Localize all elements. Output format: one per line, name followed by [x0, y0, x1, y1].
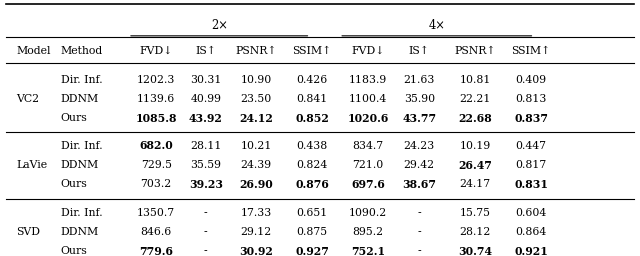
Text: 28.12: 28.12: [460, 227, 491, 237]
Text: SSIM↑: SSIM↑: [292, 46, 332, 56]
Text: 0.875: 0.875: [296, 227, 328, 237]
Text: 0.876: 0.876: [295, 179, 329, 190]
Text: 24.12: 24.12: [239, 113, 273, 124]
Text: Ours: Ours: [61, 179, 88, 189]
Text: 697.6: 697.6: [351, 179, 385, 190]
Text: 0.604: 0.604: [516, 208, 547, 218]
Text: 15.75: 15.75: [460, 208, 491, 218]
Text: 4×: 4×: [428, 19, 445, 32]
Text: Ours: Ours: [61, 113, 88, 123]
Text: 0.852: 0.852: [295, 113, 329, 124]
Text: 17.33: 17.33: [241, 208, 271, 218]
Text: VC2: VC2: [16, 94, 39, 104]
Text: 30.74: 30.74: [458, 246, 492, 256]
Text: 0.824: 0.824: [296, 160, 328, 170]
Text: 1183.9: 1183.9: [349, 75, 387, 85]
Text: 682.0: 682.0: [140, 141, 173, 151]
Text: Method: Method: [61, 46, 103, 56]
Text: FVD↓: FVD↓: [351, 46, 385, 56]
Text: SSIM↑: SSIM↑: [511, 46, 551, 56]
Text: IS↑: IS↑: [409, 46, 429, 56]
Text: 29.12: 29.12: [241, 227, 271, 237]
Text: -: -: [417, 227, 421, 237]
Text: 0.864: 0.864: [516, 227, 547, 237]
Text: 1020.6: 1020.6: [348, 113, 388, 124]
Text: 30.92: 30.92: [239, 246, 273, 256]
Text: 21.63: 21.63: [403, 75, 435, 85]
Text: 43.77: 43.77: [402, 113, 436, 124]
Text: 1202.3: 1202.3: [137, 75, 175, 85]
Text: 1085.8: 1085.8: [136, 113, 177, 124]
Text: 26.90: 26.90: [239, 179, 273, 190]
Text: 0.409: 0.409: [516, 75, 547, 85]
Text: 2×: 2×: [211, 19, 228, 32]
Text: 0.927: 0.927: [295, 246, 329, 256]
Text: -: -: [417, 208, 421, 218]
Text: 22.21: 22.21: [460, 94, 491, 104]
Text: FVD↓: FVD↓: [140, 46, 173, 56]
Text: 0.651: 0.651: [296, 208, 328, 218]
Text: 0.817: 0.817: [516, 160, 547, 170]
Text: 26.47: 26.47: [458, 160, 492, 170]
Text: 35.59: 35.59: [190, 160, 221, 170]
Text: 0.831: 0.831: [514, 179, 548, 190]
Text: 43.92: 43.92: [189, 113, 223, 124]
Text: PSNR↑: PSNR↑: [236, 46, 276, 56]
Text: 0.921: 0.921: [515, 246, 548, 256]
Text: SVD: SVD: [16, 227, 40, 237]
Text: 38.67: 38.67: [402, 179, 436, 190]
Text: 834.7: 834.7: [353, 141, 383, 151]
Text: 24.39: 24.39: [241, 160, 271, 170]
Text: LaVie: LaVie: [16, 160, 47, 170]
Text: 729.5: 729.5: [141, 160, 172, 170]
Text: 0.813: 0.813: [515, 94, 547, 104]
Text: 1350.7: 1350.7: [137, 208, 175, 218]
Text: 0.447: 0.447: [516, 141, 547, 151]
Text: 10.90: 10.90: [241, 75, 271, 85]
Text: 10.21: 10.21: [240, 141, 272, 151]
Text: -: -: [204, 208, 207, 218]
Text: 1090.2: 1090.2: [349, 208, 387, 218]
Text: 22.68: 22.68: [458, 113, 492, 124]
Text: 721.0: 721.0: [353, 160, 383, 170]
Text: 846.6: 846.6: [141, 227, 172, 237]
Text: 0.426: 0.426: [296, 75, 328, 85]
Text: 0.438: 0.438: [296, 141, 328, 151]
Text: Dir. Inf.: Dir. Inf.: [61, 208, 102, 218]
Text: 40.99: 40.99: [190, 94, 221, 104]
Text: 10.81: 10.81: [460, 75, 491, 85]
Text: Ours: Ours: [61, 246, 88, 256]
Text: Model: Model: [16, 46, 51, 56]
Text: PSNR↑: PSNR↑: [454, 46, 496, 56]
Text: 39.23: 39.23: [189, 179, 223, 190]
Text: 24.17: 24.17: [460, 179, 491, 189]
Text: 0.841: 0.841: [296, 94, 328, 104]
Text: 28.11: 28.11: [190, 141, 221, 151]
Text: -: -: [204, 246, 207, 256]
Text: 29.42: 29.42: [404, 160, 435, 170]
Text: 752.1: 752.1: [351, 246, 385, 256]
Text: 1100.4: 1100.4: [349, 94, 387, 104]
Text: 10.19: 10.19: [460, 141, 491, 151]
Text: -: -: [204, 227, 207, 237]
Text: 30.31: 30.31: [190, 75, 221, 85]
Text: 0.837: 0.837: [514, 113, 548, 124]
Text: IS↑: IS↑: [195, 46, 216, 56]
Text: Dir. Inf.: Dir. Inf.: [61, 141, 102, 151]
Text: DDNM: DDNM: [61, 227, 99, 237]
Text: Dir. Inf.: Dir. Inf.: [61, 75, 102, 85]
Text: -: -: [417, 246, 421, 256]
Text: 1139.6: 1139.6: [137, 94, 175, 104]
Text: 779.6: 779.6: [139, 246, 173, 256]
Text: DDNM: DDNM: [61, 160, 99, 170]
Text: 895.2: 895.2: [353, 227, 383, 237]
Text: DDNM: DDNM: [61, 94, 99, 104]
Text: 35.90: 35.90: [404, 94, 435, 104]
Text: 703.2: 703.2: [141, 179, 172, 189]
Text: 23.50: 23.50: [241, 94, 271, 104]
Text: 24.23: 24.23: [404, 141, 435, 151]
